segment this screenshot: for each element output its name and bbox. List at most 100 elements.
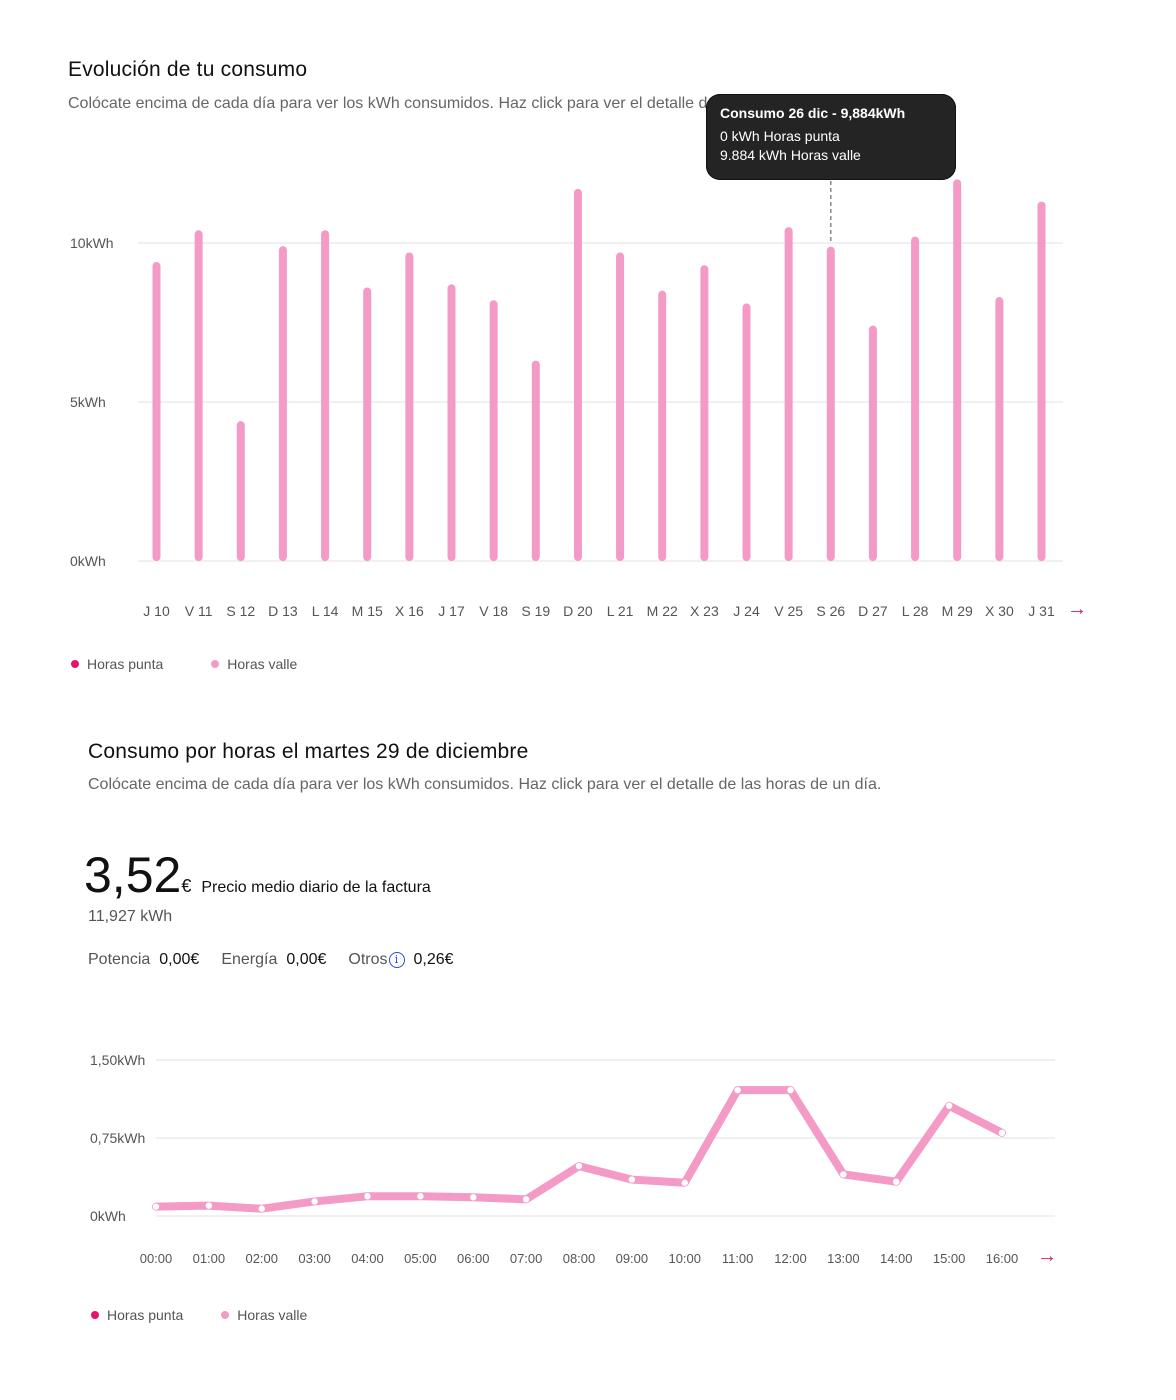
data-point — [681, 1179, 688, 1186]
data-point — [734, 1086, 741, 1094]
x-tick-label: D 27 — [858, 603, 888, 619]
x-tick-label: S 26 — [816, 603, 845, 619]
x-tick-label: 06:00 — [457, 1251, 490, 1266]
x-tick-label: D 13 — [268, 603, 298, 619]
x-tick-label: L 21 — [607, 603, 634, 619]
tooltip-peak-line: 0 kWh Horas punta — [720, 128, 840, 144]
x-tick-label: 09:00 — [616, 1251, 649, 1266]
x-tick-label: 13:00 — [827, 1251, 860, 1266]
data-point — [470, 1194, 477, 1201]
data-point — [628, 1176, 636, 1183]
y-tick-label: 1,50kWh — [90, 1052, 145, 1068]
legend-dot-valley-icon — [211, 660, 220, 668]
legend-label-peak-hourly: Horas punta — [107, 1307, 184, 1323]
energia-value: 0,00€ — [286, 951, 327, 968]
x-tick-label: 07:00 — [510, 1251, 543, 1266]
x-tick-label: 12:00 — [774, 1251, 807, 1266]
x-tick-label: J 24 — [733, 603, 760, 619]
x-tick-label: 14:00 — [880, 1251, 913, 1266]
tooltip-title: Consumo 26 dic - 9,884kWh — [720, 105, 906, 121]
x-tick-label: 04:00 — [351, 1251, 384, 1266]
x-tick-label: 15:00 — [933, 1251, 966, 1266]
x-tick-label: S 12 — [226, 603, 255, 619]
legend-item-peak[interactable]: Horas punta — [71, 656, 163, 672]
tooltip-valley-line: 9.884 kWh Horas valle — [720, 147, 861, 163]
x-tick-label: 01:00 — [193, 1251, 226, 1266]
hourly-chart-legend: Horas punta Horas valle — [91, 1307, 355, 1323]
x-tick-label: 00:00 — [140, 1251, 173, 1266]
data-point — [258, 1205, 265, 1212]
x-tick-label: V 25 — [774, 603, 803, 619]
daily-consumption-chart[interactable]: 0kWh 5kWh 10kWh J 10 V 11 S 12 D 13 L 14 M 15 X 1… — [0, 0, 1176, 640]
potencia-value: 0,00€ — [159, 951, 200, 968]
legend-label-valley: Horas valle — [227, 656, 298, 672]
x-tick-label: D 20 — [563, 603, 593, 619]
x-tick-label: 11:00 — [722, 1251, 754, 1266]
x-tick-label: 02:00 — [245, 1251, 278, 1266]
bar-tooltip: Consumo 26 dic - 9,884kWh 0 kWh Horas pu… — [706, 94, 956, 180]
x-tick-label: J 10 — [143, 603, 170, 619]
data-point — [152, 1203, 160, 1210]
daily-chart-title: Evolución de tu consumo — [68, 58, 308, 81]
data-point — [417, 1193, 424, 1200]
x-tick-label: 16:00 — [986, 1251, 1019, 1266]
daily-price-block: 3,52 € Precio medio diario de la factura — [84, 846, 431, 904]
data-point — [840, 1171, 847, 1178]
daily-kwh-total: 11,927 kWh — [88, 908, 173, 925]
next-hours-arrow-icon[interactable]: → — [1037, 1245, 1057, 1267]
x-tick-label: V 18 — [479, 603, 508, 619]
legend-item-peak-hourly[interactable]: Horas punta — [91, 1307, 183, 1323]
x-tick-label: V 11 — [185, 603, 213, 619]
info-icon[interactable]: i — [388, 952, 405, 968]
x-tick-label: X 16 — [395, 603, 424, 619]
price-breakdown: Potencia 0,00€ Energía 0,00€ Otros i 0,2… — [88, 951, 476, 969]
x-tick-label: 10:00 — [668, 1251, 701, 1266]
legend-dot-peak-hourly-icon — [91, 1311, 99, 1319]
hourly-chart-title: Consumo por horas el martes 29 de diciem… — [88, 740, 529, 763]
y-tick-label: 10kWh — [70, 235, 114, 251]
data-point — [364, 1193, 371, 1200]
daily-chart-legend: Horas punta Horas valle — [71, 656, 345, 672]
x-tick-label: M 22 — [647, 603, 678, 619]
data-point — [205, 1202, 213, 1209]
legend-dot-peak-icon — [71, 660, 79, 668]
x-tick-label: S 19 — [521, 603, 550, 619]
y-tick-label: 0kWh — [90, 1208, 126, 1224]
x-tick-label: M 29 — [942, 603, 973, 619]
x-tick-label: M 15 — [352, 603, 383, 619]
daily-price-label: Precio medio diario de la factura — [201, 879, 431, 896]
otros-label: Otros — [348, 951, 388, 968]
x-tick-label: L 14 — [312, 603, 339, 619]
hourly-consumption-chart[interactable]: 0kWh 0,75kWh 1,50kWh 00:00 01:00 02:00 03:00 04… — [0, 0, 1176, 1290]
legend-label-peak: Horas punta — [87, 656, 164, 672]
y-tick-label: 0kWh — [70, 553, 106, 569]
series-line-valley — [152, 1086, 1006, 1213]
otros-value: 0,26€ — [413, 951, 454, 968]
legend-item-valley-hourly[interactable]: Horas valle — [221, 1307, 307, 1323]
x-tick-label: 08:00 — [563, 1251, 596, 1266]
y-tick-label: 5kWh — [70, 394, 106, 410]
x-tick-label: 05:00 — [404, 1251, 437, 1266]
data-point — [311, 1198, 318, 1205]
data-point — [575, 1162, 583, 1170]
x-tick-label: X 23 — [690, 603, 719, 619]
x-tick-label: L 28 — [902, 603, 929, 619]
y-tick-label: 0,75kWh — [90, 1130, 145, 1146]
legend-item-valley[interactable]: Horas valle — [211, 656, 297, 672]
data-point — [945, 1102, 953, 1109]
x-tick-label: J 31 — [1028, 603, 1055, 619]
x-tick-label: X 30 — [985, 603, 1014, 619]
legend-label-valley-hourly: Horas valle — [237, 1307, 308, 1323]
daily-price-currency: € — [181, 876, 192, 896]
daily-chart-subtitle: Colócate encima de cada día para ver los… — [68, 95, 862, 112]
legend-dot-valley-hourly-icon — [221, 1311, 230, 1319]
energia-label: Energía — [221, 951, 278, 968]
data-point — [522, 1196, 530, 1203]
data-point — [787, 1086, 794, 1094]
potencia-label: Potencia — [88, 951, 151, 968]
data-point — [893, 1178, 900, 1185]
x-tick-label: J 17 — [438, 603, 465, 619]
next-days-arrow-icon[interactable]: → — [1067, 598, 1087, 620]
daily-price-value: 3,52 — [84, 847, 182, 903]
data-point — [998, 1129, 1006, 1137]
